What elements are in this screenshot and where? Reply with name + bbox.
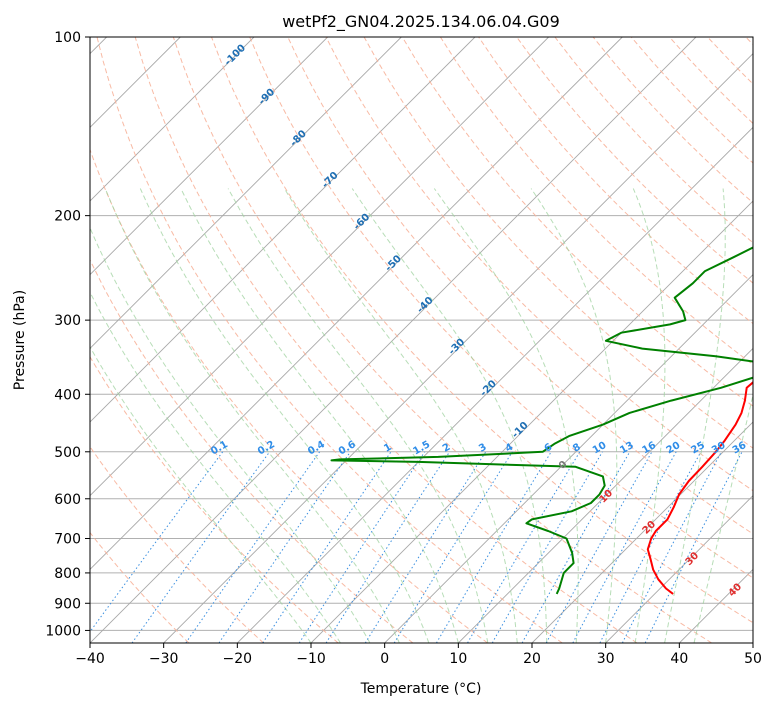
profile-series-1-line [646,381,753,595]
isotherm-line [90,37,255,202]
y-tick-label: 1000 [45,623,81,639]
mixing-ratio-line [325,451,451,643]
y-tick-label: 500 [54,445,81,461]
isotherm-line [90,37,697,643]
mixing-ratio-label: 8 [571,442,583,455]
mixing-ratio-label: 2 [441,442,453,455]
mixing-ratio-line [90,451,224,633]
x-tick-label: −20 [223,651,253,667]
profile-lines [330,246,753,595]
dry-adiabat-line [96,37,563,643]
mixing-ratio-line [262,451,392,643]
profile-series-2-line [330,246,753,595]
dry-adiabat-line [249,37,753,579]
moist-adiabat-line [104,188,400,643]
mixing-ratio-line [521,451,631,643]
x-tick-label: 40 [670,651,688,667]
dry-adiabat-line [439,37,753,366]
x-tick-label: −10 [296,651,326,667]
isotherm-line [605,495,753,643]
y-tick-label: 600 [54,492,81,508]
isotherm-line [237,126,753,643]
y-tick-label: 100 [54,30,81,46]
mixing-ratio-line [545,451,653,643]
isotherm-line [90,37,476,423]
mixing-ratio-line [599,451,702,643]
dry-adiabat-line [90,355,339,643]
x-tick-label: 10 [449,651,467,667]
y-axis-label: Pressure (hPa) [12,290,28,390]
isotherm-line [163,53,753,643]
x-tick-label: 30 [597,651,615,667]
axes: −40 −30 −20 −10 0 10 20 30 40 50 100 200 300 400 500 60… [45,30,762,667]
y-tick-label: 400 [54,387,81,403]
isotherm-line [90,37,623,570]
isotherm-line [384,274,753,643]
moist-adiabat-line [90,226,371,643]
x-tick-label: 50 [744,651,762,667]
moist-adiabat-line [227,188,489,643]
background-reference-lines [90,37,753,643]
x-tick-label: 20 [523,651,541,667]
x-tick-label: 0 [380,651,389,667]
mixing-ratio-line [364,451,487,643]
mixing-ratio-label: 4 [504,442,516,455]
plot-frame [89,36,754,644]
x-tick-label: −30 [149,651,179,667]
dry-adiabat-line [211,37,753,624]
dry-adiabat-line [90,445,264,643]
moist-adiabat-line [180,188,459,643]
dry-adiabat-line [90,148,488,643]
y-tick-label: 200 [54,209,81,225]
y-tick-label: 900 [54,596,81,612]
mixing-ratio-label: 1 [382,442,394,455]
isotherm-line [90,37,549,497]
dry-adiabat-line [134,37,638,643]
mixing-ratio-line [218,451,351,643]
x-axis-label: Temperature (°C) [360,681,482,697]
moist-adiabat-line [433,188,579,643]
moist-adiabat-line [90,345,312,643]
moist-adiabat-line [90,291,341,643]
dry-adiabat-line [172,37,712,643]
mixing-ratio-line [644,451,743,643]
y-tick-label: 300 [54,313,81,329]
isotherm-line [458,347,753,643]
dry-adiabat-line [516,37,753,284]
y-tick-label: 700 [54,532,81,548]
isotherm-line [90,37,402,349]
moist-adiabat-line [530,188,618,643]
mixing-ratio-line [572,451,677,643]
mixing-ratio-line [435,451,552,643]
mixing-ratio-label: 6 [543,442,555,455]
dry-adiabat-line [401,37,753,407]
isotherm-line [90,37,328,276]
moist-adiabat-line [632,188,666,643]
mixing-ratio-line [131,451,271,643]
mixing-ratio-line [185,451,321,643]
y-tick-label: 800 [54,566,81,582]
x-tick-label: −40 [75,651,105,667]
chart-title: wetPf2_GN04.2025.134.06.04.G09 [282,12,560,32]
moist-adiabat-line [664,188,726,643]
isotherm-line [531,421,753,643]
dry-adiabat-line [90,531,190,643]
mixing-ratio-label: 3 [477,442,489,455]
moist-adiabat-line [351,188,548,643]
mixing-ratio-line [298,451,426,643]
dry-adiabat-line [325,37,753,492]
dry-adiabat-line [90,258,414,643]
moist-adiabat-line [139,188,430,643]
